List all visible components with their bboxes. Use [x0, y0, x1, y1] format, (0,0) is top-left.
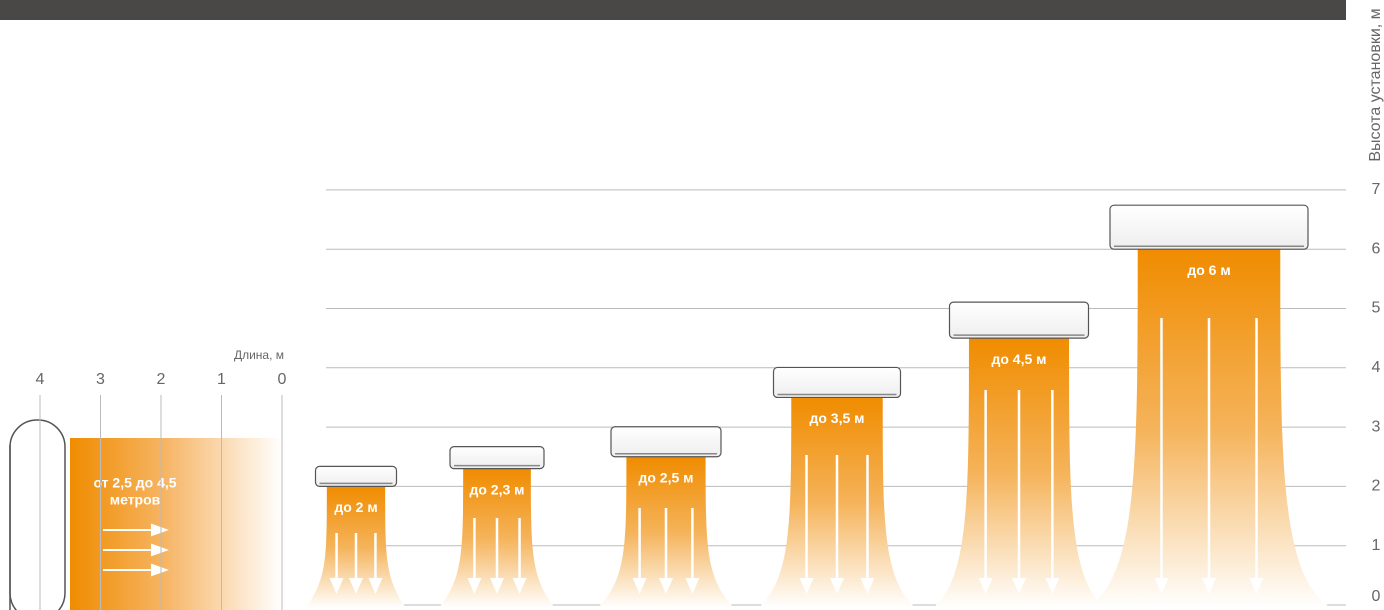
y-tick-label: 6: [1372, 240, 1381, 257]
arrow-head: [349, 578, 363, 594]
arrow-head: [978, 578, 993, 594]
airflow-box: [70, 438, 282, 610]
arrow-head: [490, 578, 504, 594]
y-tick-label: 7: [1372, 181, 1381, 198]
y-tick-label: 5: [1372, 300, 1381, 317]
wall-unit: [1109, 204, 1309, 250]
arrow-head: [1249, 578, 1264, 594]
y-tick-label: 0: [1372, 588, 1381, 605]
length-axis-title: Длина, м: [234, 348, 284, 362]
wall-unit: [449, 446, 545, 470]
y-tick-label: 3: [1372, 418, 1381, 435]
top-bar: [0, 0, 1346, 20]
x-tick-label: 4: [36, 371, 45, 388]
arrow-head: [659, 578, 673, 594]
unit-label: до 2,3 м: [469, 481, 524, 497]
arrow-head: [860, 578, 875, 594]
height-axis-title: Высота установки, м: [1367, 8, 1384, 161]
arrow-head: [830, 578, 844, 594]
wall-unit: [314, 465, 398, 487]
x-tick-label: 2: [157, 371, 166, 388]
floor-label: метров: [110, 492, 161, 508]
floor-unit-group: от 2,5 до 4,5 метров: [9, 395, 283, 610]
wall-unit: [772, 366, 902, 399]
y-tick-label: 2: [1372, 478, 1381, 495]
unit-label: до 6 м: [1187, 262, 1230, 278]
arrow-head: [632, 578, 647, 594]
wall-unit: [948, 301, 1090, 339]
floor-unit: [9, 419, 66, 610]
unit-label: до 3,5 м: [809, 410, 864, 426]
arrows: [103, 523, 169, 577]
arrow-head: [1012, 578, 1026, 594]
x-tick-label: 1: [217, 371, 226, 388]
unit-label: до 2,5 м: [638, 469, 693, 485]
arrow-head: [799, 578, 814, 594]
arrow-head: [329, 578, 344, 594]
unit-label: до 4,5 м: [991, 351, 1046, 367]
unit-label: до 2 м: [334, 499, 377, 515]
arrow-head: [467, 578, 482, 594]
x-tick-label: 0: [278, 371, 287, 388]
y-tick-label: 1: [1372, 537, 1381, 554]
arrow-head: [1045, 578, 1060, 594]
floor-label: от 2,5 до 4,5: [93, 475, 176, 491]
wall-unit: [610, 426, 722, 458]
y-tick-label: 4: [1372, 359, 1381, 376]
arrow-head: [512, 578, 527, 594]
x-tick-label: 3: [96, 371, 105, 388]
arrow-head: [1154, 578, 1169, 594]
arrow-head: [368, 578, 383, 594]
arrow-head: [685, 578, 700, 594]
arrow-head: [1202, 578, 1216, 594]
